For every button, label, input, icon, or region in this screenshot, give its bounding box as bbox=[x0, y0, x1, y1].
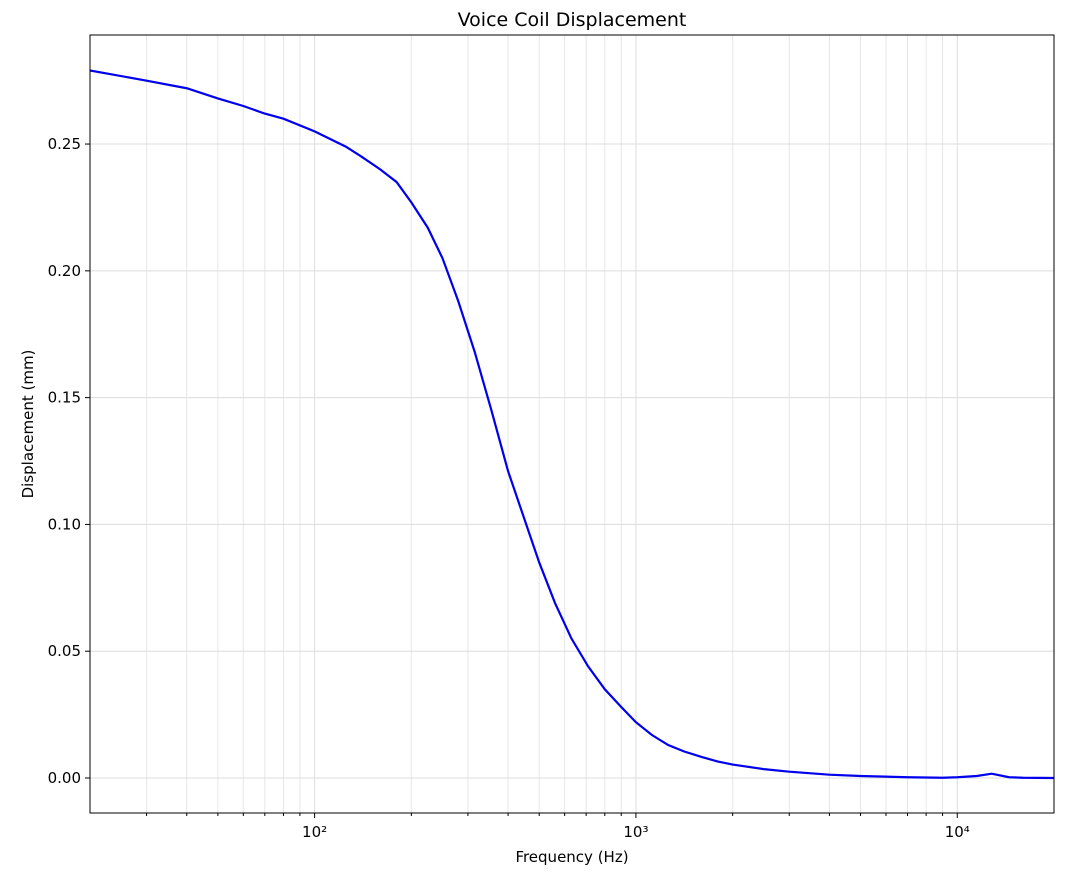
y-tick-label: 0.10 bbox=[48, 515, 81, 533]
x-tick-label: 10⁴ bbox=[945, 823, 970, 841]
y-tick-label: 0.15 bbox=[48, 389, 81, 407]
x-tick-label: 10³ bbox=[623, 823, 648, 841]
y-tick-label: 0.20 bbox=[48, 262, 81, 280]
chart-title: Voice Coil Displacement bbox=[458, 9, 687, 31]
x-tick-label: 10² bbox=[302, 823, 327, 841]
data-line bbox=[90, 69, 1054, 780]
y-axis-label: Displacement (mm) bbox=[19, 350, 37, 499]
x-axis-label: Frequency (Hz) bbox=[515, 848, 628, 866]
y-tick-label: 0.25 bbox=[48, 135, 81, 153]
y-tick-label: 0.00 bbox=[48, 769, 81, 787]
y-tick-label: 0.05 bbox=[48, 642, 81, 660]
plot-frame bbox=[89, 34, 1055, 814]
